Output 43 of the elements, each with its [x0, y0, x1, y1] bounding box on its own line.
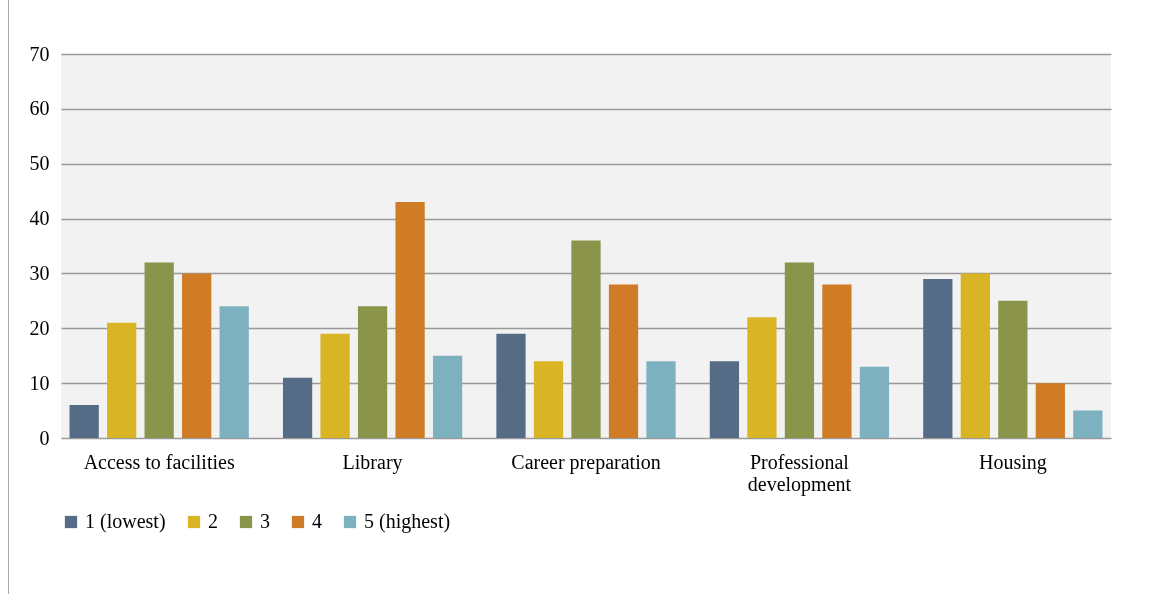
y-tick-label: 10: [29, 371, 50, 394]
bar: [998, 300, 1028, 438]
y-tick-label: 40: [29, 207, 50, 230]
bar: [496, 333, 526, 438]
bar: [357, 306, 388, 438]
x-tick-label: Access to facilities: [83, 450, 235, 473]
bar: [395, 202, 425, 438]
bar: [144, 262, 174, 438]
y-tick-label: 30: [29, 261, 50, 284]
bar: [69, 405, 99, 438]
x-tick-label: Library: [342, 450, 403, 474]
legend-label: 1 (lowest): [85, 510, 166, 533]
bar: [784, 262, 815, 438]
bar: [219, 306, 249, 438]
bar: [646, 361, 676, 438]
bar: [608, 284, 639, 438]
bar: [432, 355, 463, 438]
y-tick-label: 50: [29, 152, 50, 175]
bar: [182, 273, 212, 438]
bar: [571, 240, 601, 438]
bar: [923, 278, 953, 438]
x-tick-label: Housing: [978, 450, 1047, 474]
y-tick-label: 20: [29, 316, 50, 339]
legend-label: 5 (highest): [364, 510, 451, 533]
bar: [822, 284, 852, 438]
bar: [709, 361, 740, 438]
bar: [320, 333, 350, 438]
bar: [1035, 383, 1065, 438]
bar: [533, 361, 564, 438]
legend-label: 3: [260, 510, 270, 532]
bar: [107, 322, 137, 438]
legend-label: 2: [208, 510, 218, 532]
bar: [1073, 410, 1103, 438]
bar: [282, 377, 313, 438]
y-tick-label: 70: [29, 42, 50, 65]
bar: [960, 273, 990, 438]
x-tick-label: Career preparation: [511, 450, 661, 474]
x-tick-label: Professional development: [747, 450, 852, 496]
bar: [747, 317, 777, 438]
y-tick-label: 0: [39, 426, 50, 449]
legend-label: 4: [312, 510, 322, 532]
bar: [859, 366, 890, 438]
y-tick-label: 60: [29, 97, 50, 120]
